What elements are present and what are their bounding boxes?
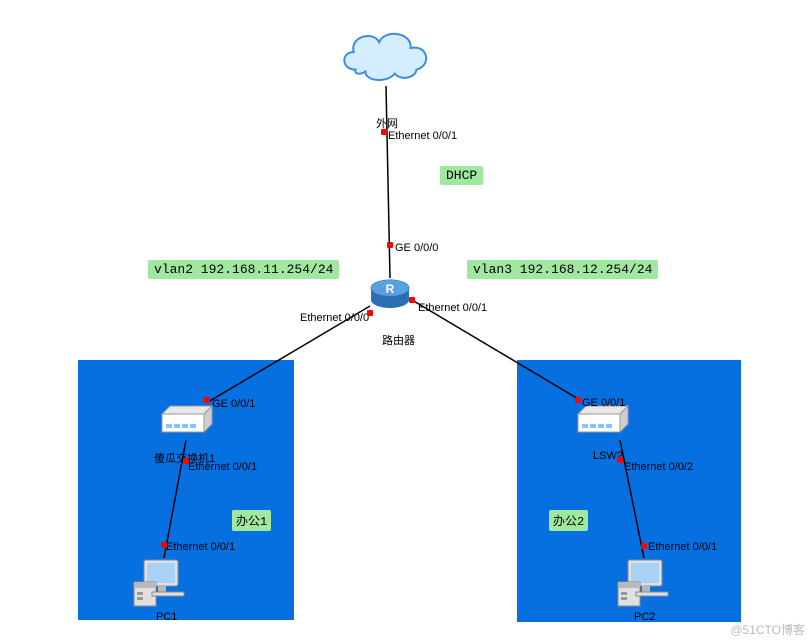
port-label: Ethernet 0/0/1	[648, 541, 717, 553]
switch1-icon	[160, 402, 214, 438]
port-label: Ethernet 0/0/1	[418, 302, 487, 314]
cloud-label: 外网	[376, 115, 398, 131]
port-dot	[204, 397, 210, 403]
port-dot	[381, 129, 387, 135]
port-dot	[161, 542, 167, 548]
port-dot	[367, 310, 373, 316]
port-dot	[575, 397, 581, 403]
port-label: Ethernet 0/0/0	[300, 312, 369, 324]
pc1-icon	[132, 558, 186, 608]
port-label: GE 0/0/1	[582, 397, 625, 409]
port-dot	[183, 458, 189, 464]
badge-office2: 办公2	[549, 510, 588, 531]
port-label: GE 0/0/0	[395, 242, 438, 254]
badge-dhcp: DHCP	[440, 166, 483, 185]
cloud-icon	[336, 20, 434, 84]
port-label: Ethernet 0/0/1	[166, 541, 235, 553]
router-icon: R	[369, 278, 411, 310]
port-label: GE 0/0/1	[212, 398, 255, 410]
svg-text:R: R	[386, 282, 395, 296]
watermark: @51CTO博客	[730, 621, 805, 638]
badge-office1: 办公1	[232, 510, 271, 531]
router-label: 路由器	[382, 332, 415, 348]
pc1-label: PC1	[156, 611, 177, 623]
port-label: Ethernet 0/0/2	[624, 461, 693, 473]
zone-office1	[78, 360, 294, 620]
port-label: Ethernet 0/0/1	[188, 461, 257, 473]
port-dot	[617, 457, 623, 463]
port-label: Ethernet 0/0/1	[388, 130, 457, 142]
pc2-icon	[616, 558, 670, 608]
port-dot	[641, 543, 647, 549]
badge-vlan2: vlan2 192.168.11.254/24	[148, 260, 339, 279]
pc2-label: PC2	[634, 611, 655, 623]
badge-vlan3: vlan3 192.168.12.254/24	[467, 260, 658, 279]
port-dot	[409, 297, 415, 303]
port-dot	[387, 242, 393, 248]
